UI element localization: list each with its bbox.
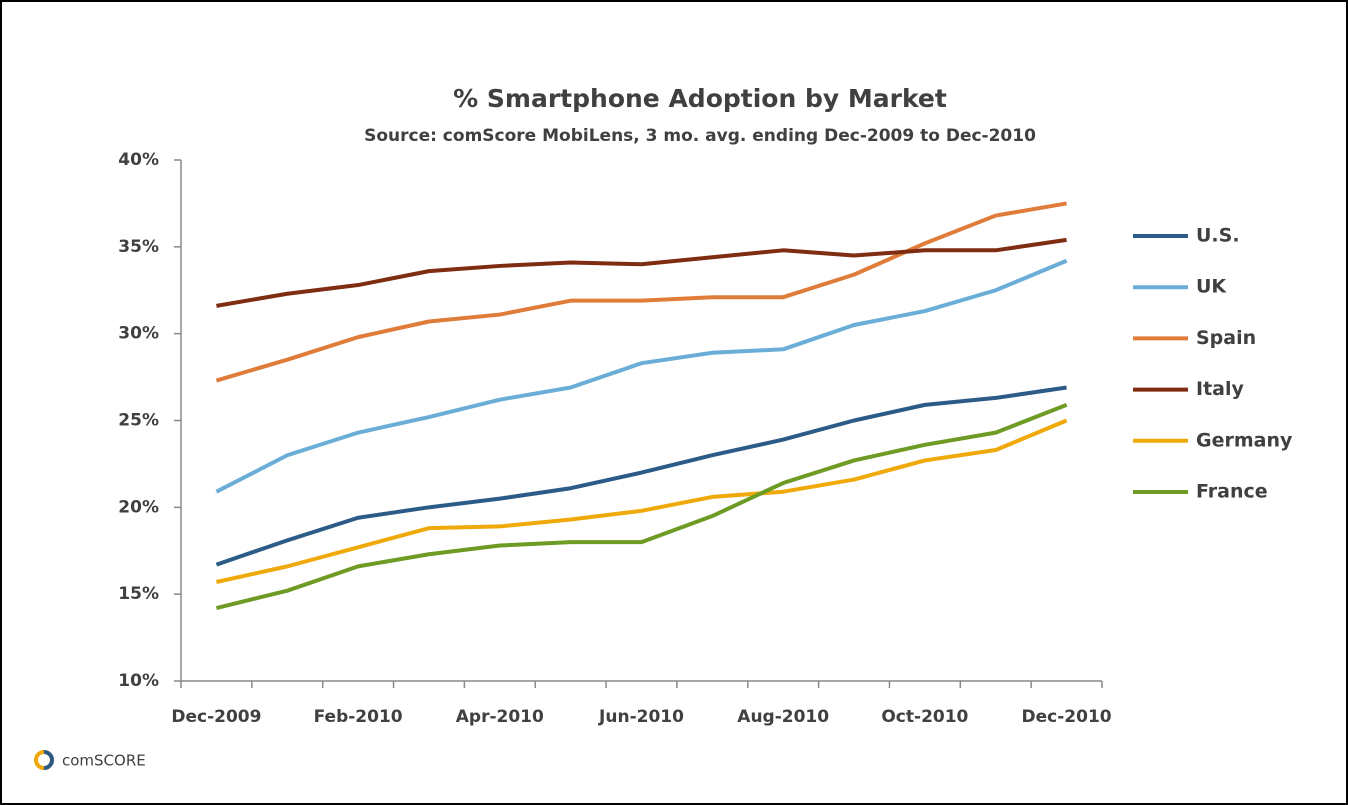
line-series: [216, 237, 1067, 308]
legend-label: France: [1196, 481, 1268, 503]
y-tick-label: 40%: [118, 150, 159, 170]
line-series: [215, 201, 1067, 383]
y-tick-label: 25%: [118, 411, 159, 431]
y-tick-label: 10%: [118, 671, 159, 691]
y-tick-label: 30%: [118, 324, 159, 344]
legend-label: UK: [1196, 276, 1227, 298]
y-tick-label: 20%: [118, 497, 159, 517]
x-tick-label: Feb-2010: [314, 707, 403, 727]
legend-label: Germany: [1196, 429, 1293, 451]
line-series: [215, 418, 1068, 584]
line-series: [215, 385, 1067, 567]
x-tick-label: Dec-2009: [171, 707, 261, 727]
chart-subtitle: Source: comScore MobiLens, 3 mo. avg. en…: [364, 126, 1036, 146]
legend-label: Italy: [1196, 378, 1244, 400]
logo: comSCORE: [34, 750, 146, 770]
x-tick-label: Oct-2010: [881, 707, 968, 727]
x-tick-label: Apr-2010: [456, 707, 544, 727]
x-tick-label: Jun-2010: [598, 707, 684, 727]
logo-icon: [43, 750, 54, 770]
legend-label: U.S.: [1196, 225, 1240, 247]
logo-text: comSCORE: [62, 752, 146, 770]
x-tick-label: Aug-2010: [737, 707, 829, 727]
y-tick-label: 35%: [118, 237, 159, 257]
x-tick-label: Dec-2010: [1022, 707, 1112, 727]
line-series: [215, 403, 1068, 611]
legend-label: Spain: [1196, 327, 1256, 349]
line-series: [215, 258, 1068, 494]
chart-title: % Smartphone Adoption by Market: [453, 84, 947, 113]
y-tick-label: 15%: [118, 584, 159, 604]
